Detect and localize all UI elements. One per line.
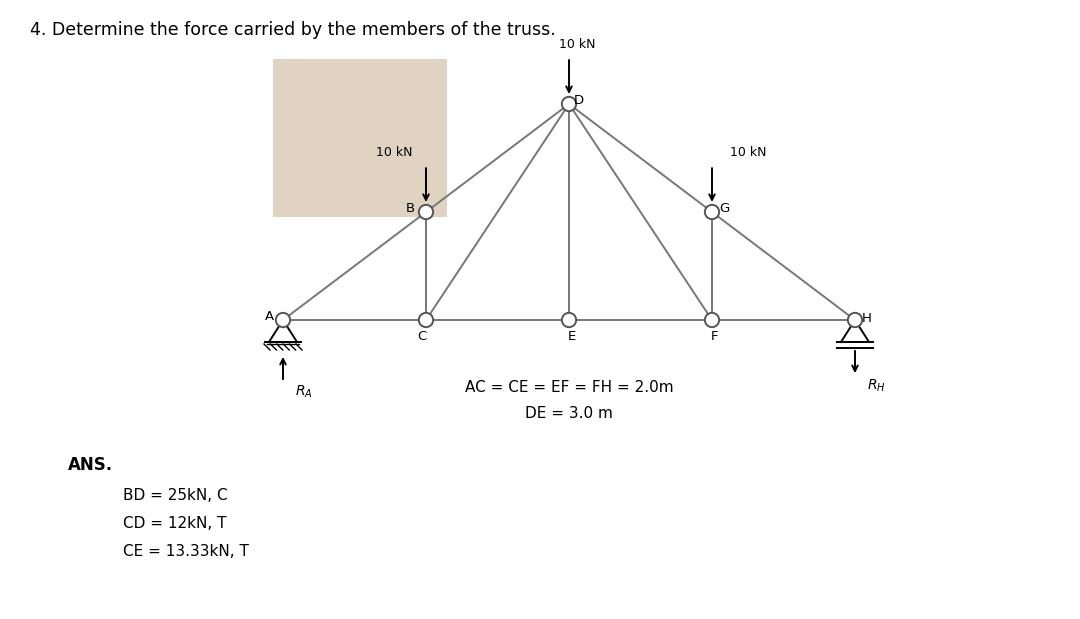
Text: H: H <box>862 311 872 324</box>
Text: B: B <box>405 202 415 215</box>
Text: 10 kN: 10 kN <box>376 146 413 159</box>
Text: A: A <box>265 310 273 322</box>
Text: $R_H$: $R_H$ <box>867 378 886 394</box>
Text: D: D <box>573 93 584 106</box>
Circle shape <box>562 97 576 111</box>
Text: CE = 13.33kN, T: CE = 13.33kN, T <box>123 544 248 559</box>
Text: $R_A$: $R_A$ <box>295 384 312 400</box>
Text: C: C <box>417 329 427 342</box>
Circle shape <box>705 313 719 327</box>
Text: 10 kN: 10 kN <box>559 38 596 51</box>
Text: AC = CE = EF = FH = 2.0m: AC = CE = EF = FH = 2.0m <box>464 381 673 396</box>
Text: 10 kN: 10 kN <box>729 146 766 159</box>
Text: G: G <box>719 202 729 215</box>
Text: BD = 25kN, C: BD = 25kN, C <box>123 488 228 503</box>
Circle shape <box>419 205 433 219</box>
Circle shape <box>275 313 291 327</box>
Circle shape <box>562 313 576 327</box>
Circle shape <box>705 205 719 219</box>
Text: DE = 3.0 m: DE = 3.0 m <box>525 407 613 422</box>
Polygon shape <box>273 59 447 217</box>
Text: CD = 12kN, T: CD = 12kN, T <box>123 516 227 531</box>
Text: F: F <box>712 329 719 342</box>
Text: E: E <box>568 329 576 342</box>
Circle shape <box>419 313 433 327</box>
Text: 4. Determine the force carried by the members of the truss.: 4. Determine the force carried by the me… <box>30 21 556 39</box>
Circle shape <box>848 313 862 327</box>
Text: ANS.: ANS. <box>68 456 113 474</box>
